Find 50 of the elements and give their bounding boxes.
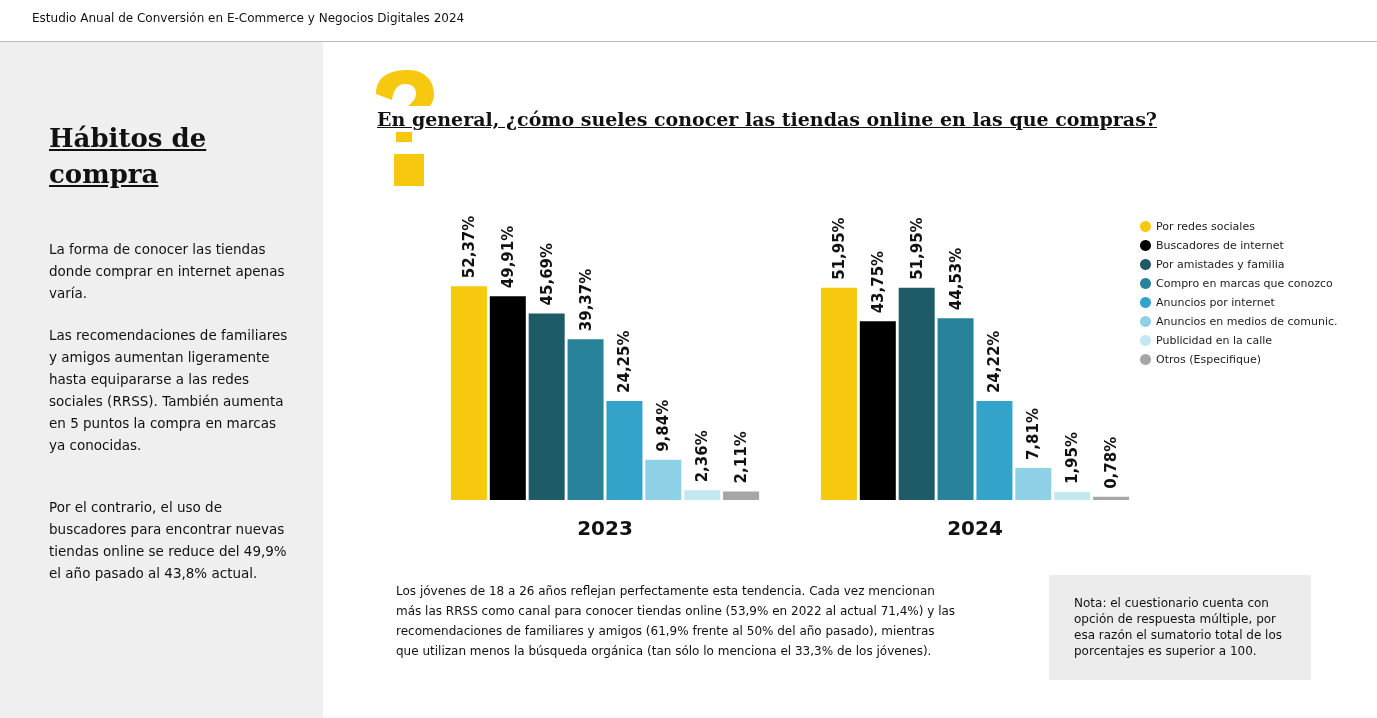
legend-label: Compro en marcas que conozco bbox=[1156, 277, 1334, 290]
text: Estudio Anual de Conversión en E-Commerce y Negocios Digitales 2024 bbox=[32, 11, 465, 25]
chart-title: En general, ¿cómo sueles conocer las tiendas online en las que compras? bbox=[377, 106, 1157, 132]
bar bbox=[820, 287, 857, 500]
bar bbox=[606, 400, 643, 500]
x-tick-label: 2023 bbox=[577, 516, 633, 540]
data-label: 24,25% bbox=[615, 330, 634, 393]
bar bbox=[450, 286, 487, 500]
bar bbox=[489, 296, 526, 500]
legend-label: Publicidad en la calle bbox=[1156, 334, 1273, 347]
bar bbox=[898, 287, 935, 500]
text: Por el contrario, el uso de buscadores para encontrar nuevas tiendas online se reduce del 49,9% el año pasado al 43,8% actual. bbox=[49, 498, 288, 583]
bar bbox=[528, 313, 565, 500]
data-label: 0,78% bbox=[1102, 436, 1121, 489]
legend-label: Anuncios en medios de comunic. bbox=[1156, 315, 1338, 328]
bar bbox=[723, 491, 760, 500]
data-label: 1,95% bbox=[1063, 431, 1082, 485]
data-label: 2,11% bbox=[732, 431, 751, 484]
data-label: 43,75% bbox=[868, 250, 887, 314]
data-label: 45,69% bbox=[537, 242, 556, 306]
legend-label: Por amistades y familia bbox=[1156, 258, 1285, 271]
x-tick-label: 2024 bbox=[947, 516, 1003, 540]
data-label: 49,91% bbox=[498, 225, 517, 289]
bar bbox=[1093, 496, 1130, 500]
legend-label: Buscadores de internet bbox=[1156, 239, 1285, 252]
bar bbox=[645, 459, 682, 500]
text: Los jóvenes de 18 a 26 años reflejan perfectamente esta tendencia. Cada vez mencionan más las RRSS como canal para conocer tiendas online (53,9% en 2022 al actual 71,4%) y las recomendaciones de familiares y amigos (61,9% frente al 50% del año pasado), mientras que utilizan menos la búsqueda orgánica (tan sólo lo menciona el 33,3% de los jóvenes). bbox=[396, 583, 956, 660]
text: Las recomendaciones de familiares y amigos aumentan ligeramente hasta equipararse a las redes sociales (RRSS). También aumenta en 5 puntos la compra en marcas ya conocidas. bbox=[49, 326, 289, 455]
data-label: 52,37% bbox=[459, 215, 478, 279]
bar bbox=[567, 339, 604, 500]
data-label: 51,95% bbox=[907, 217, 926, 280]
data-label: 51,95% bbox=[829, 217, 848, 280]
text: La forma de conocer las tiendas donde comprar en internet apenas varía. bbox=[49, 240, 286, 303]
legend-label: Por redes sociales bbox=[1156, 220, 1256, 233]
data-label: 24,22% bbox=[985, 330, 1004, 394]
legend-label: Otros (Especifique) bbox=[1156, 353, 1261, 366]
text: Hábitos de compra bbox=[49, 122, 208, 191]
data-label: 44,53% bbox=[946, 247, 965, 311]
bar bbox=[937, 318, 974, 500]
bar bbox=[859, 321, 896, 500]
bar bbox=[1015, 468, 1052, 500]
bar bbox=[976, 401, 1013, 500]
data-label: 9,84% bbox=[654, 399, 673, 452]
legend-label: Anuncios por internet bbox=[1156, 296, 1276, 309]
bar bbox=[1054, 492, 1091, 500]
data-label: 2,36% bbox=[693, 430, 712, 483]
bar bbox=[684, 490, 721, 500]
data-label: 39,37% bbox=[576, 268, 595, 332]
text: Nota: el cuestionario cuenta con opción de respuesta múltiple, por esa razón el sumatorio total de los porcentajes es superior a 100. bbox=[1049, 575, 1311, 680]
data-label: 7,81% bbox=[1024, 408, 1043, 461]
